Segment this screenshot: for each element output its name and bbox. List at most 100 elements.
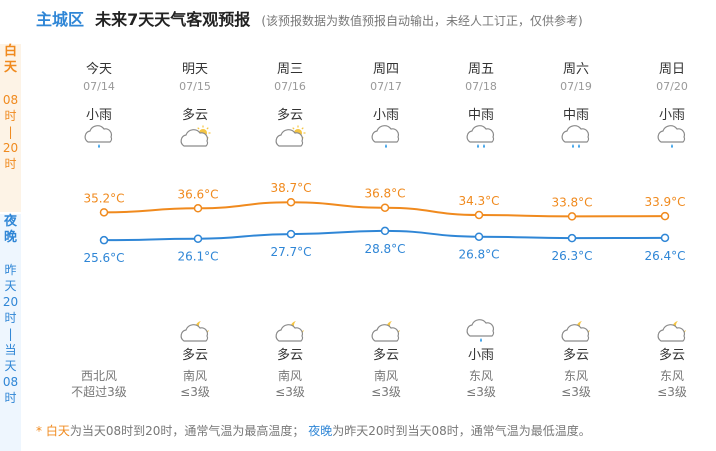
low-temp-point (380, 226, 390, 236)
cloudy-moon-icon (632, 318, 712, 344)
day-name: 周五 (467, 62, 494, 77)
side-label-char: 20 (2, 141, 19, 155)
wind-info: 东风 ≤3级 (536, 368, 616, 400)
footnote-day-word: 白天 (45, 424, 70, 438)
wind-level: ≤3级 (466, 385, 496, 399)
day-weather: 小雨 (372, 108, 399, 123)
light-rain-icon (632, 124, 712, 150)
wind-direction: 东风 (563, 369, 588, 383)
side-label-char: 08 (2, 375, 19, 389)
wind-direction: 南风 (277, 369, 302, 383)
wind-level: ≤3级 (561, 385, 591, 399)
wind-info: 东风 ≤3级 (441, 368, 521, 400)
day-date: 07/15 (179, 80, 211, 93)
wind-info: 南风 ≤3级 (346, 368, 426, 400)
side-label-char: 当 (4, 343, 17, 357)
day-name: 明天 (181, 62, 208, 77)
light-rain-icon (346, 124, 426, 150)
low-temp-label: 26.1°C (177, 250, 218, 264)
day-date: 07/18 (465, 80, 497, 93)
high-temp-label: 33.8°C (551, 195, 592, 209)
footnote-star: * (36, 424, 46, 438)
high-temp-point (193, 204, 203, 213)
page-title: 未来7天天气客观预报 (95, 10, 251, 29)
footnote-night-word: 夜晚 (308, 424, 333, 438)
high-temp-label: 38.7°C (270, 181, 311, 195)
light-rain-icon (59, 124, 139, 150)
wind-info: 南风 ≤3级 (155, 368, 235, 400)
daytime-side-label: 白天 08 时 | 20 时 (0, 44, 21, 212)
forecast-header: 主城区 未来7天天气客观预报 (该预报数据为数值预报自动输出，未经人工订正，仅供… (36, 6, 583, 32)
wind-direction: 东风 (659, 369, 684, 383)
side-label-char: 天 (3, 60, 17, 75)
side-label-char: 夜 (3, 214, 17, 229)
day-name: 周三 (276, 62, 303, 77)
city-name: 主城区 (36, 10, 85, 29)
side-label-char: 时 (4, 157, 17, 171)
day-date: 07/20 (656, 80, 688, 93)
high-temp-point (380, 203, 390, 212)
side-label-char: 昨 (4, 263, 17, 277)
cloudy-sun-icon (155, 124, 235, 150)
wind-direction: 南风 (182, 369, 207, 383)
high-temp-label: 34.3°C (458, 194, 499, 208)
low-temp-point (660, 233, 670, 243)
wind-direction: 南风 (373, 369, 398, 383)
low-temp-label: 26.4°C (644, 249, 685, 263)
day-weather: 小雨 (85, 108, 112, 123)
side-label-char: 时 (4, 311, 17, 325)
day-name: 周四 (372, 62, 399, 77)
light-rain-icon (441, 318, 521, 344)
night-weather: 多云 (181, 348, 208, 363)
side-label-char: 天 (4, 359, 17, 373)
side-label-char: 时 (4, 109, 17, 123)
disclaimer-note: (该预报数据为数值预报自动输出，未经人工订正，仅供参考) (261, 14, 583, 28)
day-date: 07/19 (560, 80, 592, 93)
low-temp-point (193, 234, 203, 243)
wind-direction: 西北风 (80, 369, 117, 383)
day-date: 07/14 (83, 80, 115, 93)
wind-level: ≤3级 (657, 385, 687, 399)
day-name: 周日 (658, 62, 685, 77)
high-temp-point (286, 197, 296, 207)
wind-level: ≤3级 (180, 385, 210, 399)
night-side-label: 夜晚 昨天 20 时 | 当天 08 时 (0, 214, 21, 451)
side-label-char: 天 (4, 279, 17, 293)
wind-level: ≤3级 (275, 385, 305, 399)
high-temp-point (567, 212, 577, 221)
moderate-rain-icon (441, 124, 521, 150)
wind-level: ≤3级 (371, 385, 401, 399)
side-label-char: | (8, 125, 13, 139)
day-weather: 中雨 (562, 108, 589, 123)
high-temp-point (660, 211, 670, 221)
high-temp-point (99, 208, 109, 217)
side-label-char: 08 (2, 93, 19, 107)
cloudy-moon-icon (155, 318, 235, 344)
high-temp-point (474, 210, 484, 220)
low-temp-label: 26.8°C (458, 248, 499, 262)
wind-info: 东风 ≤3级 (632, 368, 712, 400)
day-date: 07/16 (274, 80, 306, 93)
night-weather: 多云 (658, 348, 685, 363)
cloudy-sun-icon (250, 124, 330, 150)
low-temp-label: 28.8°C (364, 242, 405, 256)
low-temp-label: 26.3°C (551, 249, 592, 263)
cloudy-moon-icon (346, 318, 426, 344)
low-temp-label: 27.7°C (270, 245, 311, 259)
day-weather: 多云 (181, 108, 208, 123)
wind-info: 西北风不超过3级 (59, 368, 139, 400)
side-label-char: 20 (2, 295, 19, 309)
footnote-night-text: 为昨天20时到当天08时，通常气温为最低温度。 (332, 424, 591, 438)
night-weather: 小雨 (467, 348, 494, 363)
side-label-char: 晚 (3, 230, 17, 245)
day-name: 今天 (85, 62, 112, 77)
day-weather: 小雨 (658, 108, 685, 123)
day-weather: 中雨 (467, 108, 494, 123)
night-weather: 多云 (562, 348, 589, 363)
wind-info: 南风 ≤3级 (250, 368, 330, 400)
footnote-day-text: 为当天08时到20时，通常气温为最高温度； (69, 424, 305, 438)
low-temp-point (99, 235, 109, 245)
high-temp-label: 35.2°C (83, 191, 124, 205)
wind-level: 不超过3级 (71, 385, 127, 399)
